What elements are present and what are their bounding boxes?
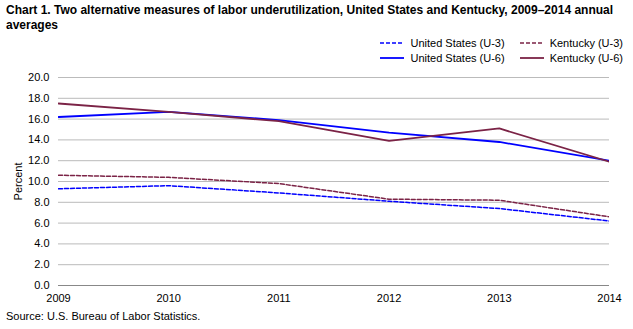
svg-text:16.0: 16.0 <box>28 113 49 125</box>
svg-text:Percent: Percent <box>12 163 24 201</box>
svg-text:2014: 2014 <box>597 292 621 304</box>
svg-text:12.0: 12.0 <box>28 154 49 166</box>
svg-text:14.0: 14.0 <box>28 133 49 145</box>
svg-text:2009: 2009 <box>46 292 70 304</box>
svg-text:10.0: 10.0 <box>28 175 49 187</box>
svg-text:6.0: 6.0 <box>34 217 49 229</box>
html-text:Kentucky (U-6): Kentucky (U-6) <box>549 52 623 64</box>
svg-text:0.0: 0.0 <box>34 279 49 291</box>
svg-text:2013: 2013 <box>487 292 511 304</box>
svg-text:8.0: 8.0 <box>34 196 49 208</box>
svg-text:2.0: 2.0 <box>34 258 49 270</box>
html-text:Kentucky (U-3): Kentucky (U-3) <box>549 37 623 49</box>
html-text:Source: U.S. Bureau of Labor S: Source: U.S. Bureau of Labor Statistics. <box>6 310 201 322</box>
html-text:Chart 1. Two alternative measu: Chart 1. Two alternative measures of lab… <box>6 3 614 32</box>
svg-text:2012: 2012 <box>377 292 401 304</box>
svg-text:2010: 2010 <box>156 292 180 304</box>
svg-text:18.0: 18.0 <box>28 92 49 104</box>
svg-text:2011: 2011 <box>267 292 291 304</box>
html-text:United States (U-6): United States (U-6) <box>410 52 505 64</box>
svg-text:20.0: 20.0 <box>28 71 49 83</box>
svg-text:4.0: 4.0 <box>34 237 49 249</box>
html-text:United States (U-3): United States (U-3) <box>410 37 505 49</box>
